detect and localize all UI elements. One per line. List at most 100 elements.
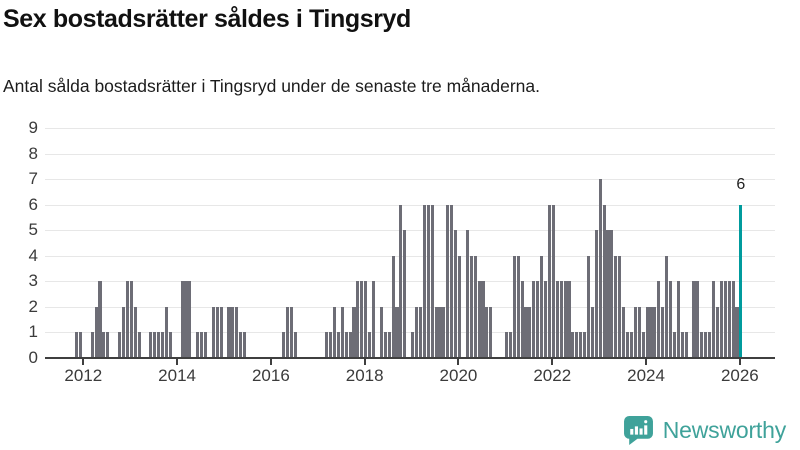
x-axis-tick: [176, 359, 179, 365]
bar: [332, 306, 337, 358]
bar: [125, 281, 129, 358]
bar: [227, 306, 231, 358]
gridline: [45, 230, 775, 232]
bar: [403, 230, 407, 358]
bar: [457, 255, 462, 358]
bar: [489, 306, 493, 358]
bar: [289, 306, 294, 358]
bar: [512, 255, 516, 358]
bar: [473, 255, 477, 358]
bar: [657, 281, 661, 358]
bar: [340, 306, 344, 358]
bar: [219, 306, 223, 358]
bar: [153, 332, 157, 358]
y-axis-label: 9: [28, 118, 38, 137]
chart-title: Sex bostadsrätter såldes i Tingsryd: [3, 5, 411, 33]
x-axis-label: 2026: [720, 366, 759, 385]
bar: [649, 306, 653, 358]
bar: [329, 332, 333, 358]
bar: [594, 230, 598, 358]
x-axis-label: 2018: [345, 366, 384, 385]
bar: [735, 306, 739, 358]
x-axis-label: 2016: [251, 366, 290, 385]
bar: [485, 306, 489, 358]
bar: [715, 306, 719, 358]
bar: [547, 204, 551, 358]
bar: [719, 281, 723, 358]
y-axis-label: 7: [28, 169, 38, 189]
bar: [450, 204, 454, 358]
bar: [575, 332, 579, 358]
bar: [516, 255, 520, 358]
gridline: [45, 332, 775, 334]
bar: [434, 306, 438, 358]
x-axis-label: 2012: [64, 366, 103, 385]
bar: [442, 306, 446, 358]
bar: [200, 332, 204, 358]
bar: [727, 281, 731, 358]
bar: [731, 281, 735, 358]
bar: [78, 332, 82, 358]
bar: [653, 306, 657, 358]
bar: [160, 332, 165, 358]
bar: [286, 306, 290, 358]
bar: [559, 281, 563, 358]
bar: [590, 306, 594, 358]
bar: [231, 306, 235, 358]
bar: [102, 332, 106, 358]
bar: [684, 332, 688, 358]
bar: [98, 281, 102, 358]
x-axis-line: [45, 357, 775, 359]
bar: [344, 332, 348, 358]
newsworthy-logo-text: Newsworthy: [662, 417, 786, 443]
bar: [90, 332, 94, 358]
bar: [422, 204, 426, 358]
gridline: [45, 204, 775, 206]
x-axis-label: 2020: [439, 366, 478, 385]
gridline: [45, 153, 775, 155]
highlighted-bar: [739, 204, 743, 358]
highlight-value-label: 6: [736, 175, 746, 193]
bar: [430, 204, 434, 358]
bar: [121, 306, 125, 358]
bar: [598, 179, 602, 358]
gridline: [45, 128, 775, 129]
x-axis-tick: [738, 359, 741, 365]
bar: [626, 332, 630, 358]
bar: [137, 332, 141, 358]
bar: [610, 230, 614, 358]
bar: [606, 230, 610, 358]
bar: [540, 255, 544, 358]
bar: [391, 255, 395, 358]
bar: [387, 332, 391, 358]
y-axis-label: 1: [28, 322, 38, 342]
bar: [696, 281, 700, 358]
y-axis-label: 4: [28, 245, 38, 265]
bar: [239, 332, 243, 358]
bar: [188, 281, 192, 358]
bar: [602, 204, 606, 358]
bar: [477, 281, 481, 358]
bar: [348, 332, 352, 358]
gridline: [45, 179, 775, 181]
y-axis-label: 0: [28, 348, 38, 367]
bar: [215, 306, 219, 358]
bar: [665, 255, 669, 358]
x-axis-tick: [363, 359, 366, 365]
bar: [133, 306, 137, 358]
bar: [383, 332, 387, 358]
bar: [106, 332, 110, 358]
bar: [700, 332, 704, 358]
x-axis-tick: [645, 359, 648, 365]
bar: [180, 281, 184, 358]
bar: [395, 306, 399, 358]
bar: [352, 306, 356, 358]
bar: [536, 281, 540, 358]
bar: [504, 332, 508, 358]
bar: [184, 281, 188, 358]
bar: [712, 281, 716, 358]
plot-area: [45, 128, 775, 358]
bar: [75, 332, 79, 358]
y-axis-label: 2: [28, 296, 38, 316]
